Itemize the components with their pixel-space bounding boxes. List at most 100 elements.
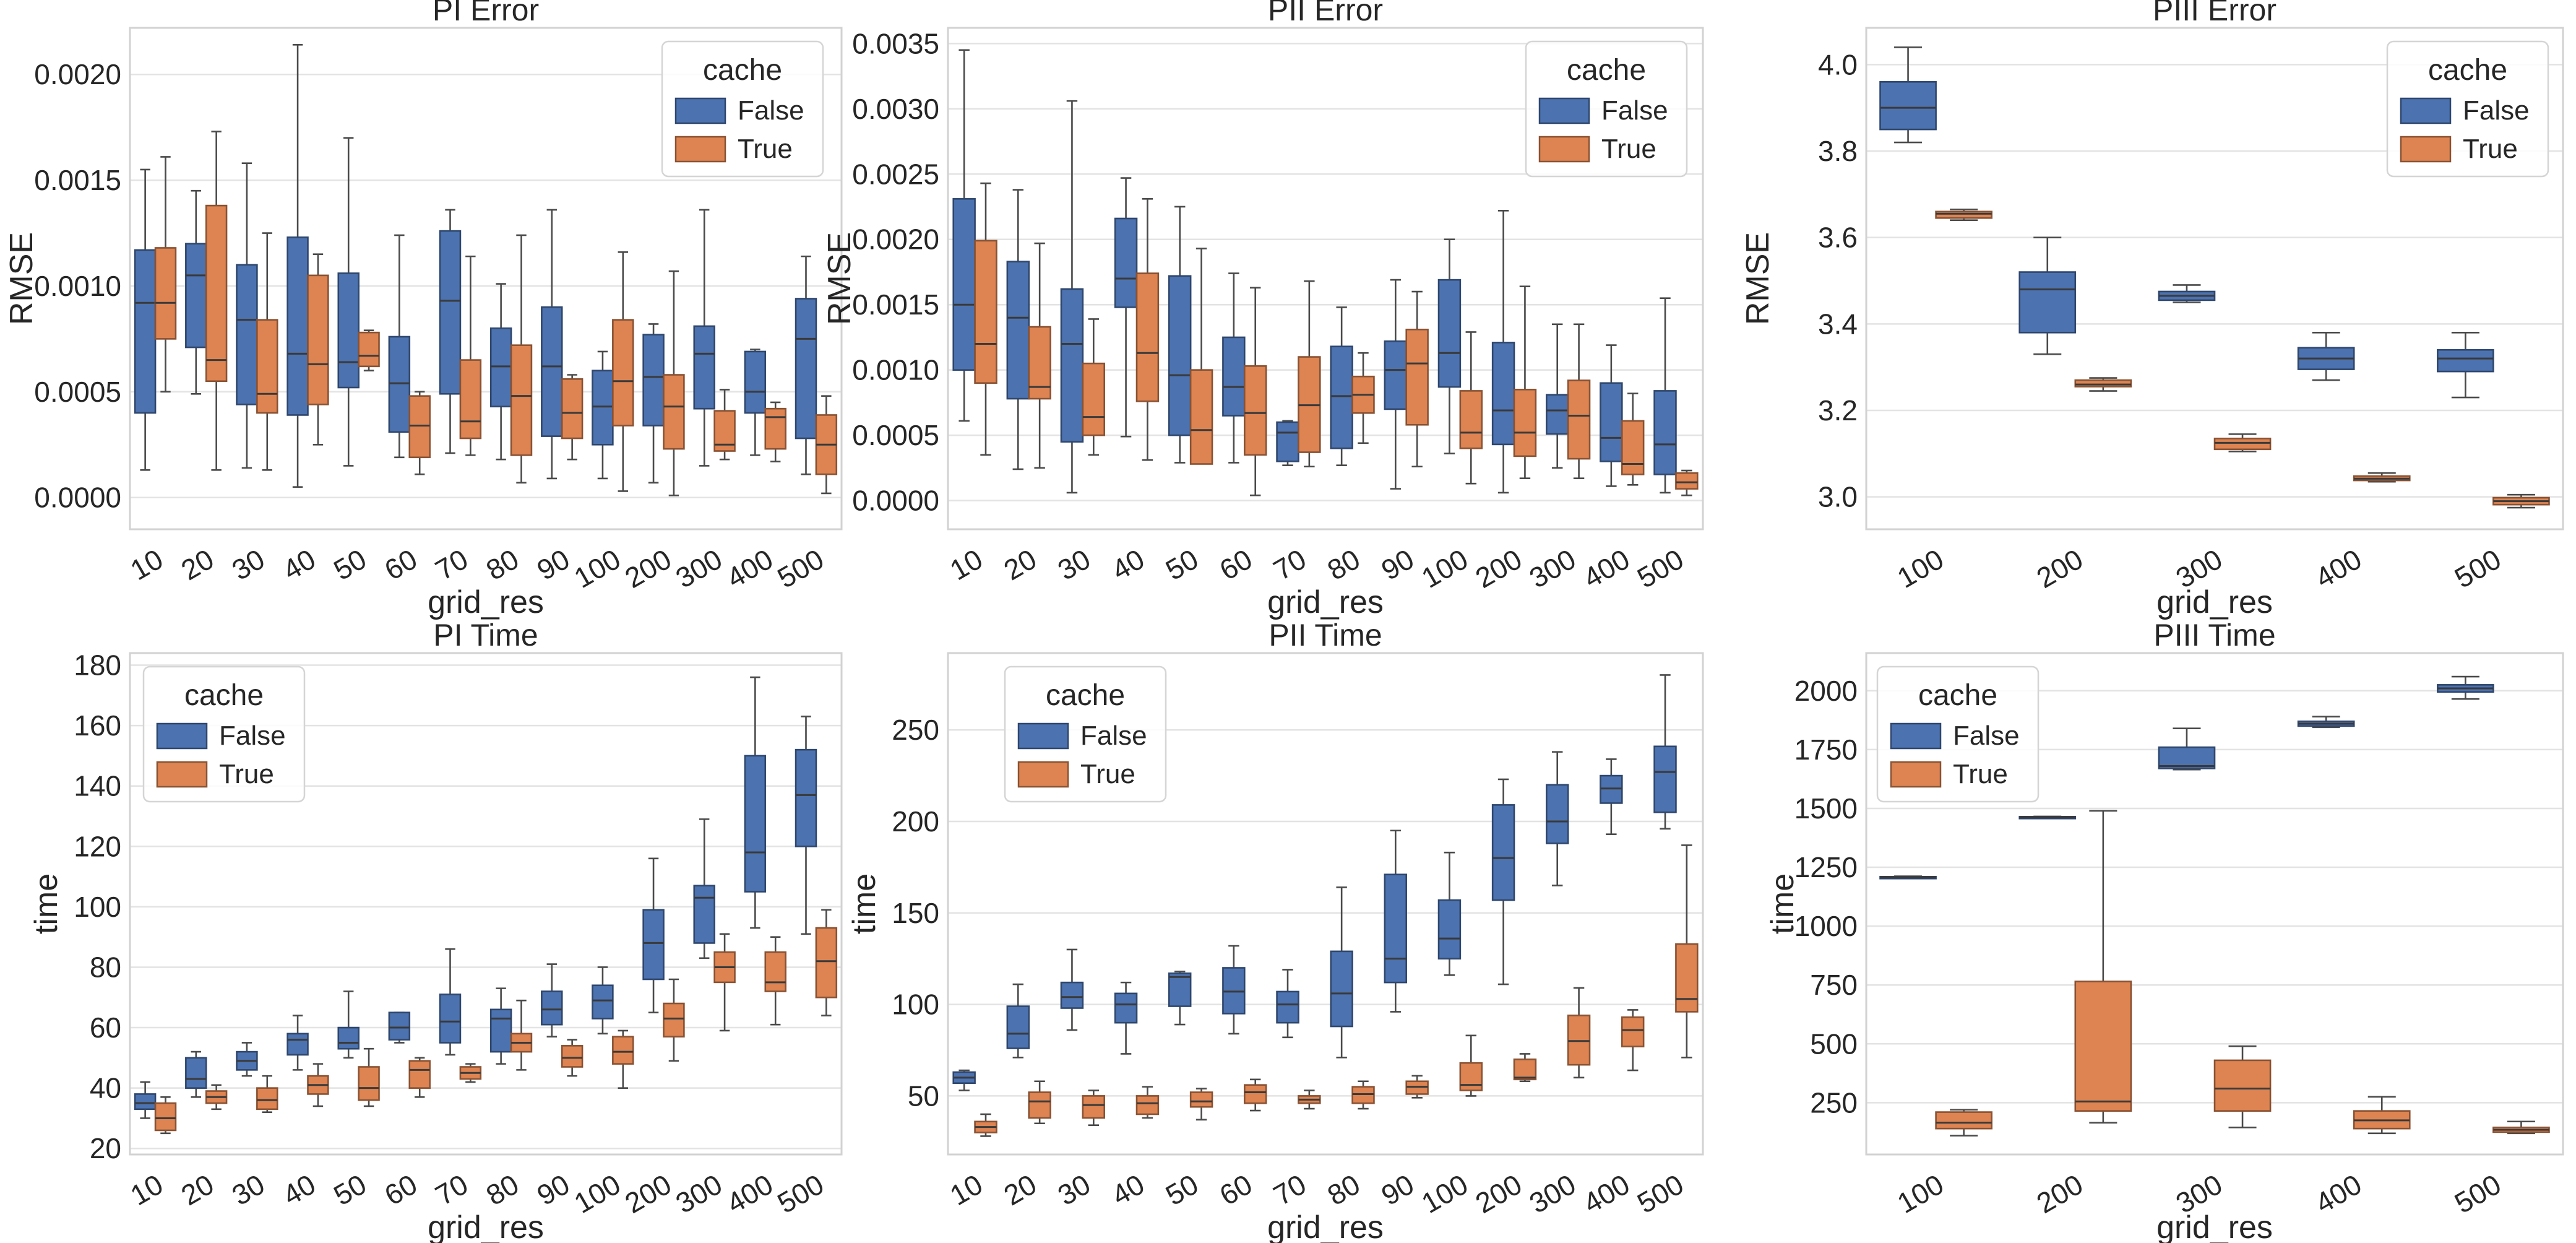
plot-frame	[947, 27, 1704, 531]
box-iqr	[1491, 342, 1515, 446]
box-true-500	[2492, 493, 2550, 509]
box-false-50	[1168, 206, 1192, 464]
box-iqr	[1405, 328, 1429, 426]
box-iqr	[489, 1008, 512, 1053]
x-tick-label: 50	[328, 1168, 371, 1212]
box-false-10	[134, 168, 157, 471]
x-tick-label: 500	[772, 1168, 829, 1219]
x-tick-label: 100	[569, 1168, 626, 1219]
legend-swatch-false	[2400, 97, 2452, 124]
box-true-60	[1243, 287, 1267, 496]
box-iqr	[795, 748, 817, 847]
box-iqr	[974, 240, 997, 384]
box-iqr	[952, 198, 976, 371]
box-iqr	[2074, 379, 2132, 388]
box-true-50	[1189, 248, 1213, 465]
legend-title: cache	[1918, 679, 1997, 712]
box-iqr	[1189, 1091, 1213, 1108]
box-iqr	[1545, 784, 1569, 844]
box-iqr	[337, 1026, 360, 1050]
y-tick-label: 1250	[1794, 851, 1858, 883]
box-false-300	[2158, 727, 2216, 771]
y-tick-label: 180	[74, 649, 121, 682]
box-iqr	[408, 395, 431, 459]
box-false-20	[185, 1050, 207, 1098]
box-true-300	[2213, 433, 2272, 453]
box-false-40	[1114, 981, 1138, 1055]
box-false-200	[1491, 210, 1515, 494]
box-iqr	[1330, 345, 1353, 449]
x-tick-label: 400	[1578, 543, 1635, 594]
box-iqr	[541, 306, 563, 437]
box-iqr	[185, 1057, 207, 1089]
plot-frame	[129, 652, 843, 1156]
box-iqr	[1437, 279, 1462, 388]
box-iqr	[1006, 1005, 1030, 1049]
box-false-70	[1276, 420, 1299, 466]
box-false-300	[693, 209, 715, 467]
plot-frame	[1865, 652, 2564, 1156]
box-iqr	[1276, 990, 1299, 1024]
box-false-100	[1437, 238, 1462, 454]
legend-swatch-true	[1538, 136, 1590, 163]
box-true-100	[1935, 208, 1992, 222]
y-tick-label: 3.6	[1818, 222, 1858, 254]
box-false-10	[134, 1081, 157, 1119]
y-tick-label: 40	[90, 1072, 121, 1104]
box-iqr	[612, 1036, 634, 1065]
box-iqr	[388, 1011, 411, 1041]
box-true-500	[1675, 469, 1699, 496]
x-tick-label: 500	[2449, 1168, 2506, 1219]
y-tick-label: 80	[90, 951, 121, 983]
y-tick-label: 0.0005	[34, 376, 121, 408]
legend-swatch-true	[2400, 136, 2452, 163]
x-tick-label: 60	[379, 543, 422, 587]
box-false-40	[286, 1015, 309, 1071]
x-tick-label: 100	[1416, 543, 1473, 594]
box-false-200	[642, 323, 665, 484]
x-tick-label: 200	[619, 1168, 676, 1219]
legend: cache False True	[1525, 40, 1688, 178]
box-iqr	[1621, 1016, 1645, 1047]
x-tick-label: 200	[1470, 543, 1527, 594]
box-false-70	[439, 209, 462, 454]
y-tick-label: 3.2	[1818, 394, 1858, 427]
box-false-30	[1060, 948, 1084, 1031]
box-true-70	[459, 1063, 482, 1083]
box-iqr	[337, 272, 360, 389]
x-tick-label: 500	[772, 543, 829, 594]
box-false-400	[744, 676, 767, 929]
legend-swatch-true	[674, 136, 726, 163]
x-tick-label: 300	[670, 543, 727, 594]
box-false-10	[952, 1069, 976, 1091]
box-false-40	[286, 44, 309, 488]
legend-label-true: True	[2463, 134, 2518, 164]
box-true-300	[713, 389, 736, 461]
y-tick-label: 0.0030	[852, 93, 939, 125]
x-tick-label: 200	[619, 543, 676, 594]
legend-title: cache	[184, 679, 264, 712]
x-tick-label: 80	[481, 1168, 524, 1212]
box-iqr	[561, 1045, 584, 1068]
box-false-500	[1653, 674, 1677, 830]
chart-pii-error: 0.0000 0.0005 0.0010 0.0015 0.0020 0.0025 0.00…	[822, 0, 1704, 620]
legend-swatch-true	[1017, 761, 1069, 788]
y-tick-label: 0.0035	[852, 27, 939, 59]
box-false-80	[1330, 886, 1353, 1059]
x-tick-label: 100	[1892, 1168, 1949, 1219]
box-false-400	[1600, 758, 1623, 835]
box-iqr	[2018, 271, 2077, 334]
box-iqr	[592, 370, 614, 446]
y-tick-label: 500	[1810, 1028, 1858, 1060]
y-tick-label: 250	[892, 714, 939, 746]
x-tick-label: 30	[226, 1168, 270, 1212]
x-tick-label: 200	[2031, 543, 2088, 594]
x-axis-label: grid_res	[1267, 1210, 1384, 1243]
box-true-20	[205, 1084, 228, 1111]
box-iqr	[205, 204, 228, 383]
box-true-100	[612, 1029, 634, 1089]
box-true-40	[1135, 1086, 1160, 1119]
